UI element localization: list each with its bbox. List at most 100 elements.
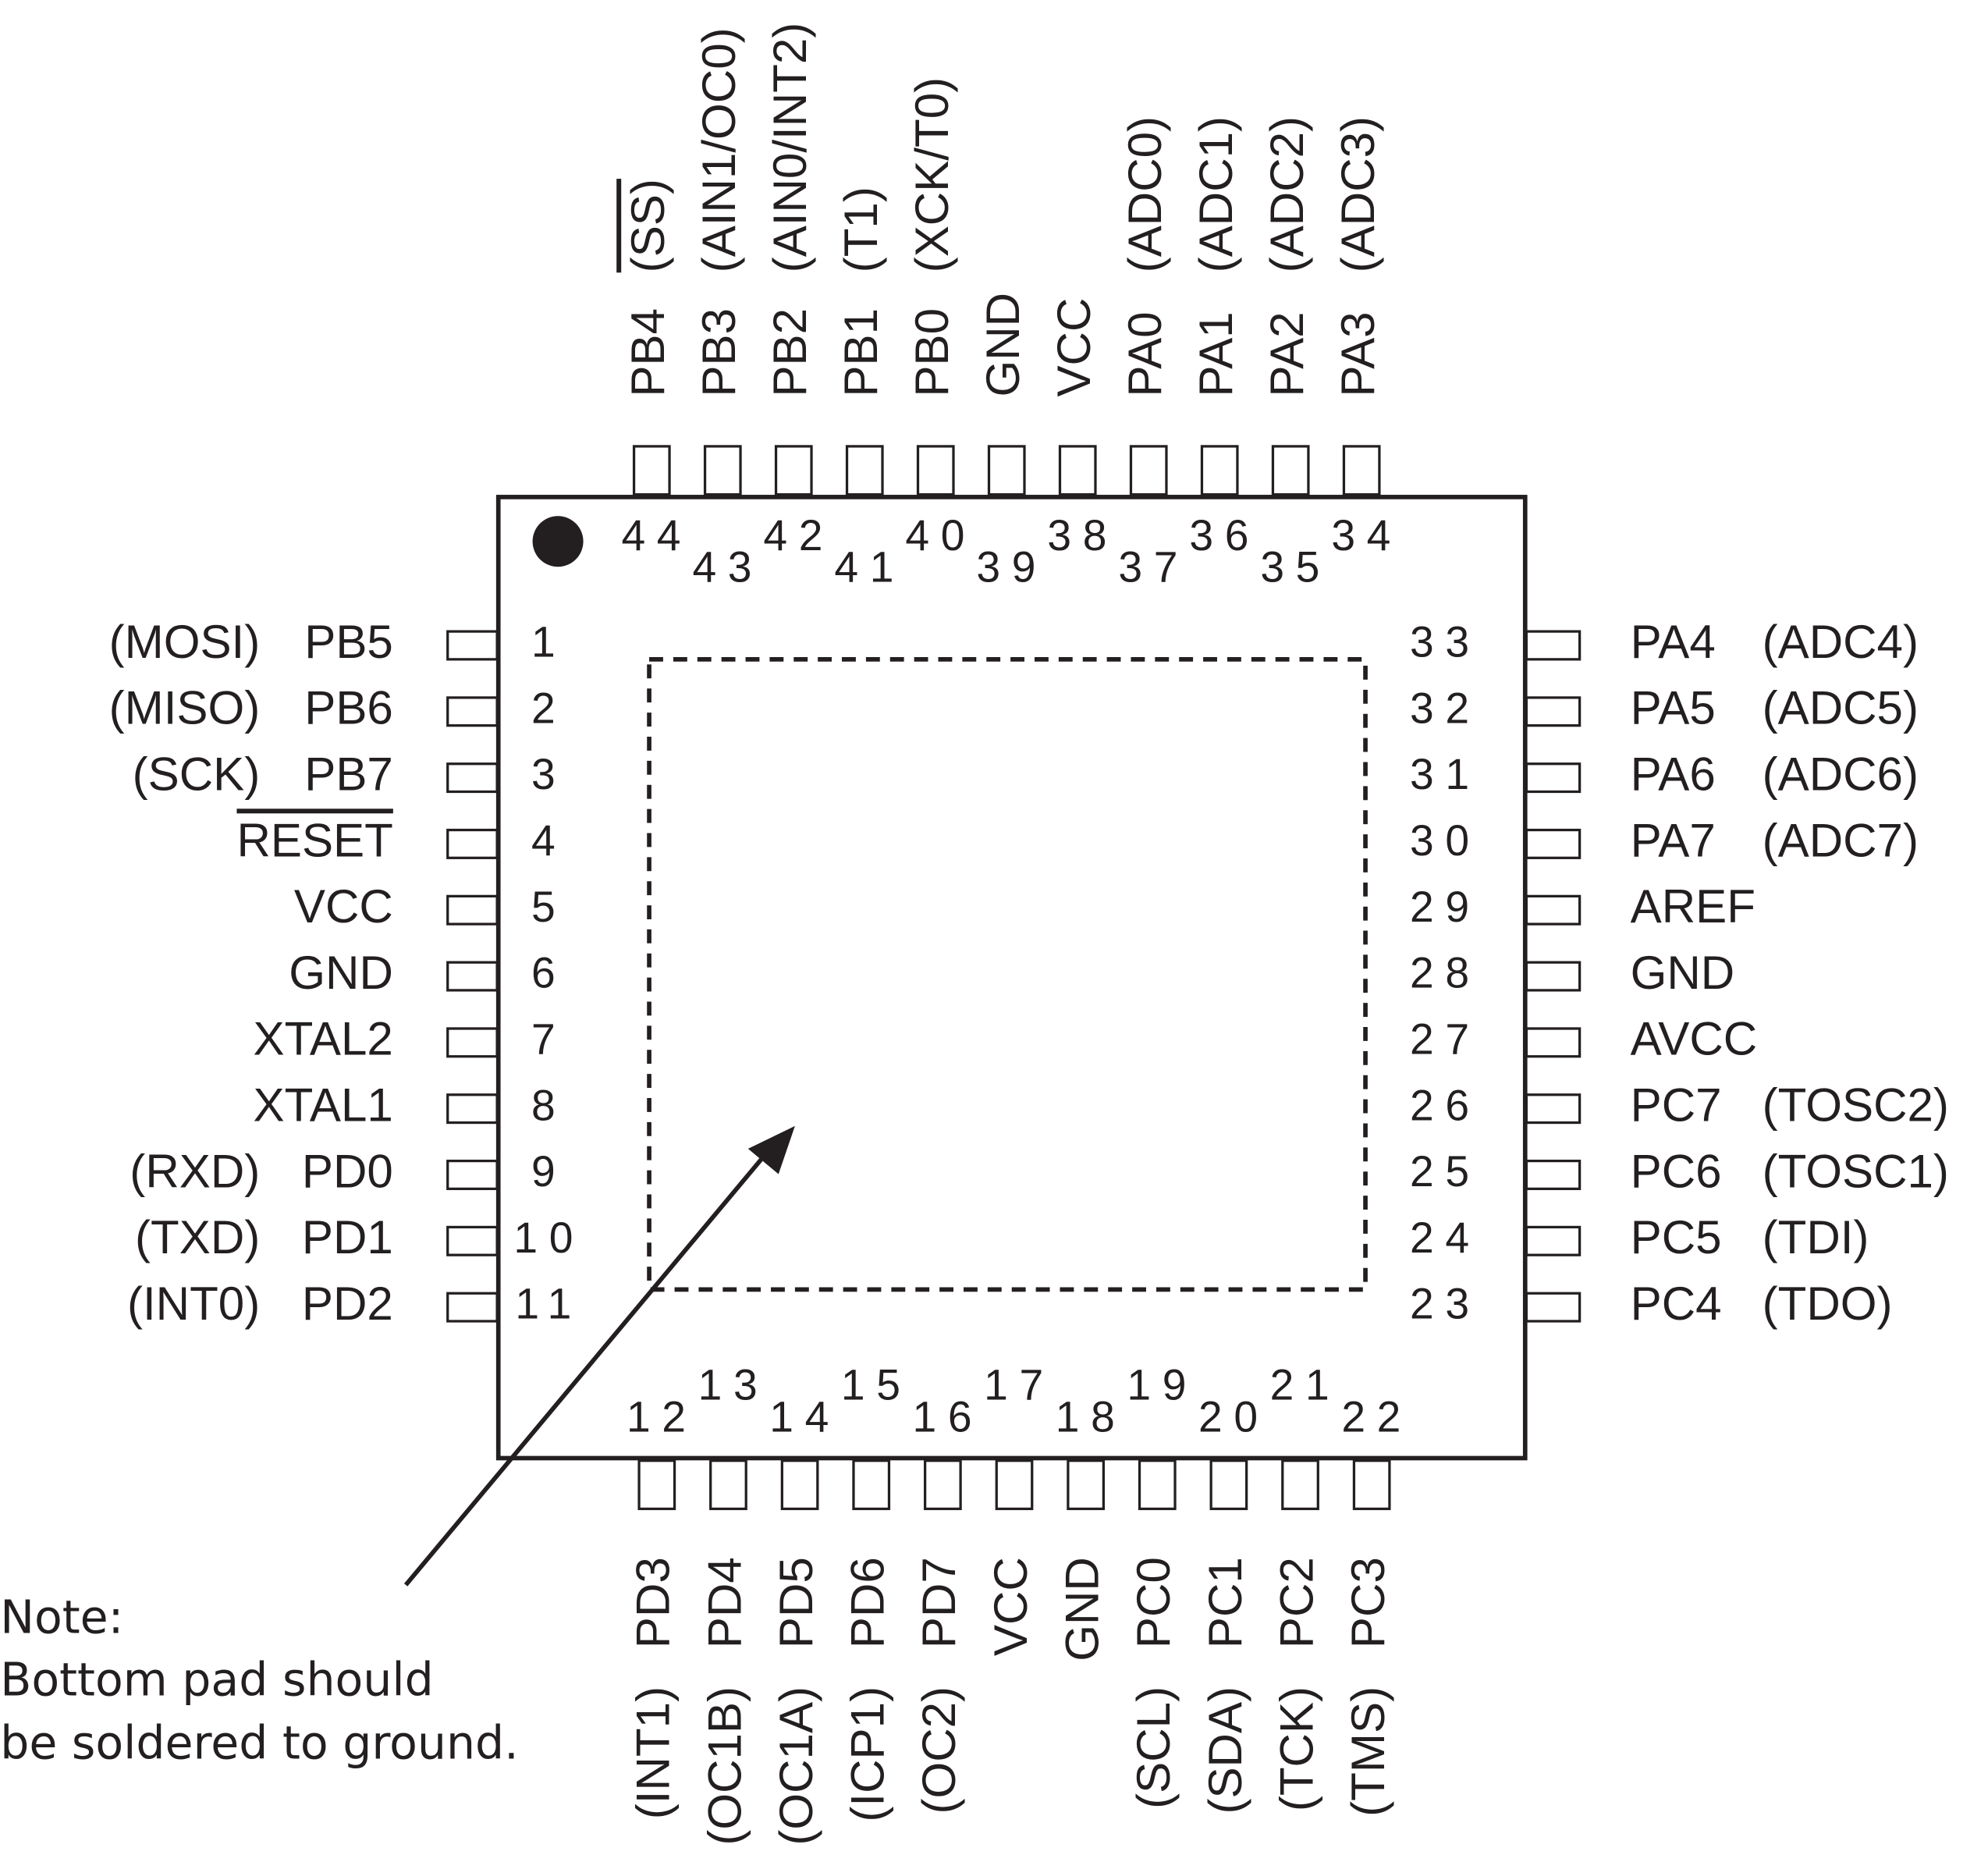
pin-name: PB2 xyxy=(764,308,816,397)
pin-alt: (ADC4) xyxy=(1763,616,1919,668)
pin-number: 19 xyxy=(1127,1361,1198,1409)
pin-alt: (T1) xyxy=(835,187,887,272)
pin-name: AREF xyxy=(1631,880,1755,933)
pin-pad xyxy=(1525,1225,1582,1256)
pin-name: PD7 xyxy=(913,1557,965,1648)
pin-number: 37 xyxy=(1118,543,1189,592)
pin-name: PA2 xyxy=(1261,311,1313,396)
pin-number: 33 xyxy=(1410,618,1481,666)
pin-number: 2 xyxy=(531,684,566,732)
pin-number: 32 xyxy=(1410,684,1481,732)
pin-alt: (TOSC2) xyxy=(1763,1079,1949,1132)
pin1-marker xyxy=(532,516,584,567)
pin-number: 41 xyxy=(834,543,905,592)
pin-pad xyxy=(1281,1459,1319,1511)
pin-name: PB0 xyxy=(906,308,958,397)
pin-pad xyxy=(446,696,499,727)
pin-name: PD4 xyxy=(698,1557,751,1648)
pin-name: PC3 xyxy=(1342,1557,1394,1648)
pin-number: 4 xyxy=(531,816,566,865)
pin-pad xyxy=(446,1027,499,1058)
pin-name: PC2 xyxy=(1270,1557,1322,1648)
package-body xyxy=(495,495,1528,1461)
pin-pad xyxy=(446,1292,499,1323)
pin-pad xyxy=(1067,1459,1106,1511)
pin-number: 38 xyxy=(1047,511,1118,560)
pin-name: PA5 xyxy=(1631,682,1716,734)
pin-pad xyxy=(1525,1159,1582,1190)
pin-pad xyxy=(995,1459,1034,1511)
pin-alt: (TMS) xyxy=(1342,1686,1394,1817)
pin-number: 14 xyxy=(769,1392,840,1441)
pin-name: PA4 xyxy=(1631,616,1716,668)
pin-number: 42 xyxy=(763,511,834,560)
pin-pad xyxy=(1525,696,1582,727)
pin-name: PA1 xyxy=(1190,311,1242,396)
pin-number: 6 xyxy=(531,949,566,997)
pin-pad xyxy=(709,1459,747,1511)
pin-number: 17 xyxy=(984,1361,1055,1409)
pin-name: PD2 xyxy=(302,1278,393,1330)
pin-alt: (ADC3) xyxy=(1332,116,1384,272)
pin-pad xyxy=(1058,445,1097,496)
pin-name: GND xyxy=(1631,947,1735,999)
pin-alt: (SCL) xyxy=(1127,1686,1180,1809)
pin-name: GND xyxy=(1056,1557,1109,1661)
pin-alt: (TXD) xyxy=(135,1211,260,1263)
pin-pad xyxy=(845,445,884,496)
pin-pad xyxy=(1525,894,1582,926)
note-arrow xyxy=(403,1152,768,1587)
pin-alt: (MOSI) xyxy=(109,616,261,668)
pin-pad xyxy=(1342,445,1381,496)
pin-pad xyxy=(852,1459,891,1511)
pin-name: VCC xyxy=(1048,298,1100,397)
pin-pad xyxy=(446,1093,499,1125)
pin-number: 43 xyxy=(692,543,763,592)
pin-alt: (ADC7) xyxy=(1763,814,1919,866)
pin-pad xyxy=(1525,1027,1582,1058)
pin-number: 39 xyxy=(976,543,1047,592)
pin-number: 21 xyxy=(1270,1361,1341,1409)
pin-name: PD6 xyxy=(842,1557,894,1648)
pin-pad xyxy=(987,445,1026,496)
pin-name: PB7 xyxy=(304,748,393,800)
pin-alt: (ADC1) xyxy=(1190,116,1242,272)
pin-name: PC0 xyxy=(1127,1557,1180,1648)
pin-alt: (OC2) xyxy=(913,1686,965,1814)
pin-name: GND xyxy=(289,947,393,999)
pin-pad xyxy=(703,445,742,496)
pin-pad xyxy=(637,1459,676,1511)
pin-name: PC4 xyxy=(1631,1278,1722,1330)
pin-alt: (TOSC1) xyxy=(1763,1145,1949,1197)
pin-number: 23 xyxy=(1410,1280,1481,1328)
pin-alt: (MISO) xyxy=(109,682,261,734)
pin-name: PD0 xyxy=(302,1145,393,1197)
pin-number: 7 xyxy=(531,1015,566,1063)
pin-number: 10 xyxy=(513,1214,584,1262)
pin-alt: (OC1A) xyxy=(770,1686,822,1846)
pin-number: 40 xyxy=(905,511,976,560)
pin-alt: (SCK) xyxy=(133,748,261,800)
pin-pad xyxy=(1525,762,1582,794)
pin-alt: (INT0) xyxy=(127,1278,260,1330)
pin-number: 16 xyxy=(913,1392,984,1441)
pin-alt: (ADC5) xyxy=(1763,682,1919,734)
note-line: Note: xyxy=(0,1591,123,1644)
pin-number: 12 xyxy=(627,1392,698,1441)
pin-name: PB6 xyxy=(304,682,393,734)
pin-number: 22 xyxy=(1341,1392,1412,1441)
pin-pad xyxy=(446,828,499,859)
pin-number: 27 xyxy=(1410,1015,1481,1063)
pin-name: PB1 xyxy=(835,308,887,397)
pin-name: PB5 xyxy=(304,616,393,668)
pin-alt: (TDI) xyxy=(1763,1211,1869,1263)
pin-number: 13 xyxy=(698,1361,769,1409)
pin-name: PB3 xyxy=(693,308,745,397)
pin-pad xyxy=(446,961,499,992)
pin-name: PC6 xyxy=(1631,1145,1722,1197)
pin-number: 26 xyxy=(1410,1081,1481,1129)
arrow-head xyxy=(747,1125,795,1174)
pin-number: 35 xyxy=(1260,543,1331,592)
pin-name: GND xyxy=(977,293,1029,397)
